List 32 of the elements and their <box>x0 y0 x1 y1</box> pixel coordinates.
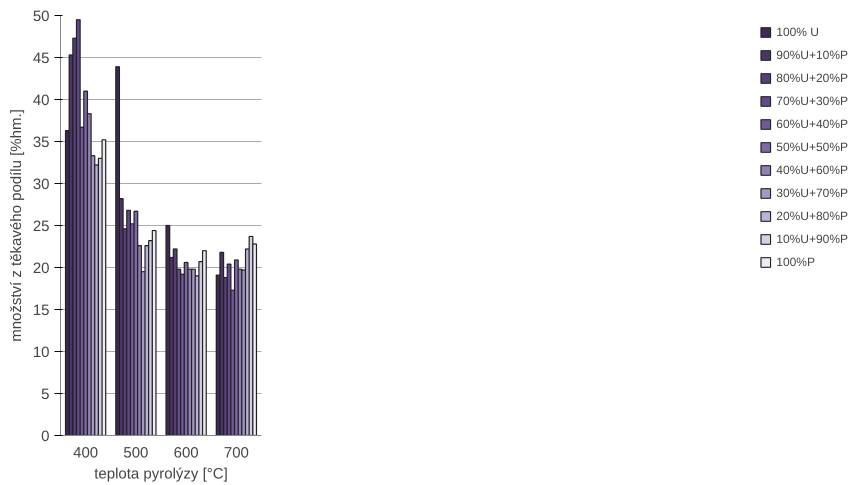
bar <box>202 250 207 436</box>
x-axis-title: teplota pyrolýzy [°C] <box>94 466 228 482</box>
y-tick-label: 50 <box>32 8 50 25</box>
legend-label: 80%U+20%P <box>776 71 848 85</box>
legend-label: 100%P <box>776 255 815 269</box>
y-tick-label: 30 <box>32 176 50 193</box>
y-tick-label: 10 <box>32 344 50 361</box>
y-tick-label: 15 <box>32 302 50 319</box>
legend-label: 50%U+50%P <box>776 140 848 154</box>
bar <box>115 66 120 436</box>
y-tick-label: 20 <box>32 260 50 277</box>
x-tick-label: 600 <box>174 444 199 462</box>
legend-label: 90%U+10%P <box>776 48 848 62</box>
legend-label: 60%U+40%P <box>776 117 848 131</box>
y-tick-label: 25 <box>32 218 50 235</box>
y-tick-label: 5 <box>41 386 50 403</box>
x-tick-label: 500 <box>123 444 148 462</box>
y-tick-label: 0 <box>41 428 50 445</box>
bar <box>152 230 157 436</box>
legend-label: 10%U+90%P <box>776 232 848 246</box>
x-tick-label: 400 <box>73 444 98 462</box>
y-axis-title: množství z těkavého podílu [%hm.] <box>8 109 25 342</box>
y-tick-label: 45 <box>32 50 50 67</box>
legend-label: 100% U <box>776 25 819 39</box>
y-tick-label: 35 <box>32 134 50 151</box>
legend-label: 70%U+30%P <box>776 94 848 108</box>
legend-label: 40%U+60%P <box>776 163 848 177</box>
legend-label: 20%U+80%P <box>776 209 848 223</box>
x-tick-label: 700 <box>224 444 249 462</box>
y-tick-label: 40 <box>32 92 50 109</box>
legend-label: 30%U+70%P <box>776 186 848 200</box>
bar <box>101 139 106 436</box>
